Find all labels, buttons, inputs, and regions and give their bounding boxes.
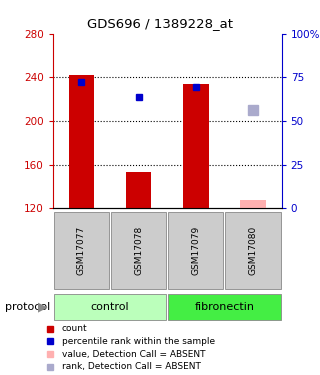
Text: control: control [91, 302, 129, 312]
Text: percentile rank within the sample: percentile rank within the sample [62, 337, 215, 346]
Bar [68, 75, 94, 208]
Text: fibronectin: fibronectin [195, 302, 254, 312]
Text: GSM17078: GSM17078 [134, 226, 143, 275]
Bar [168, 294, 281, 320]
Text: GDS696 / 1389228_at: GDS696 / 1389228_at [87, 17, 233, 30]
Text: GSM17079: GSM17079 [191, 226, 200, 275]
Text: protocol: protocol [5, 302, 50, 312]
Bar [54, 211, 109, 289]
Bar [225, 211, 281, 289]
Text: ▶: ▶ [38, 300, 48, 313]
Bar [111, 211, 166, 289]
Text: GSM17077: GSM17077 [77, 226, 86, 275]
Bar [240, 201, 266, 208]
Text: count: count [62, 324, 87, 333]
Bar [54, 294, 166, 320]
Text: GSM17080: GSM17080 [249, 226, 258, 275]
Text: rank, Detection Call = ABSENT: rank, Detection Call = ABSENT [62, 362, 201, 371]
Bar [183, 84, 209, 208]
Text: value, Detection Call = ABSENT: value, Detection Call = ABSENT [62, 350, 205, 358]
Bar [168, 211, 223, 289]
Bar [126, 172, 151, 208]
